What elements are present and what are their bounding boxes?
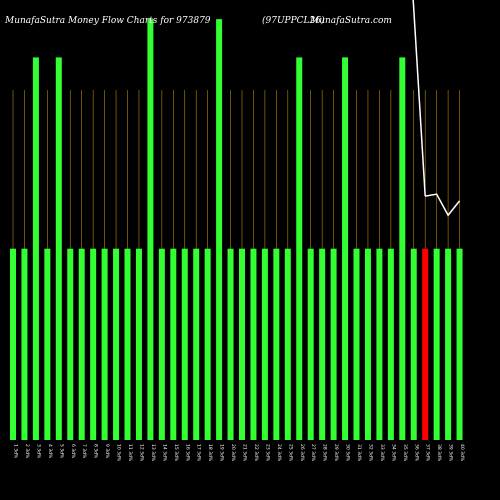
bar [113, 248, 120, 440]
x-tick-label: 26 3d% [299, 444, 305, 462]
bar [193, 248, 200, 440]
bar [78, 248, 85, 440]
bar [364, 248, 371, 440]
x-tick-label: 10 3d% [116, 444, 122, 462]
x-tick-label: 20 3d% [230, 444, 236, 462]
x-tick-labels: 1 3d% 2 3d% 3 3d% 4 3d% 5 3d% 6 3d% 7 3d% 8 3d%… [13, 444, 466, 462]
bar [21, 248, 28, 440]
bar [147, 19, 154, 441]
bar [101, 248, 108, 440]
bar [227, 248, 234, 440]
x-tick-label: 34 3d% [390, 444, 396, 462]
line-series [425, 193, 461, 217]
x-tick-label: 13 3d% [150, 444, 156, 462]
bar [296, 57, 303, 441]
x-tick-label: 9 3d% [104, 444, 110, 459]
x-tick-label: 25 3d% [287, 444, 293, 462]
chart-title: Money Flow Charts for 973879 [67, 16, 211, 26]
x-tick-label: 31 3d% [356, 444, 362, 462]
x-tick-label: 16 3d% [184, 444, 190, 462]
x-tick-label: 8 3d% [93, 444, 99, 459]
bar [239, 248, 245, 440]
x-tick-label: 11 3d% [127, 444, 133, 462]
bar [307, 248, 314, 440]
bars [10, 19, 463, 441]
bar [32, 57, 39, 441]
x-tick-label: 18 3d% [207, 444, 213, 462]
x-tick-label: 21 3d% [242, 444, 248, 462]
x-tick-label: 19 3d% [219, 444, 225, 462]
bar [250, 248, 257, 440]
x-tick-label: 22 3d% [253, 444, 259, 462]
bar [342, 57, 349, 441]
x-tick-label: 2 3d% [24, 444, 30, 459]
bar [124, 248, 131, 440]
site-name: MunafaSutra.com [309, 16, 392, 26]
x-tick-label: 32 3d% [367, 444, 373, 462]
bar [433, 248, 440, 440]
x-tick-label: 39 3d% [448, 444, 454, 462]
bar [158, 248, 165, 440]
x-tick-label: 7 3d% [81, 444, 87, 459]
x-tick-label: 29 3d% [333, 444, 339, 462]
x-tick-label: 28 3d% [322, 444, 328, 462]
bar [44, 248, 51, 440]
bar [456, 248, 463, 440]
brand-title: MunafaSutra [4, 16, 65, 26]
x-tick-label: 1 3d% [13, 444, 19, 459]
x-tick-label: 30 3d% [345, 444, 351, 462]
bar [181, 248, 188, 440]
bar [330, 248, 337, 440]
x-tick-label: 38 3d% [436, 444, 442, 462]
x-tick-label: 40 3d% [459, 444, 465, 462]
chart-symbol: (97UPPCL26) [262, 15, 325, 26]
bar [273, 248, 280, 440]
x-tick-label: 5 3d% [58, 444, 64, 459]
bar [353, 248, 360, 440]
bar [204, 248, 211, 440]
x-tick-label: 36 3d% [413, 444, 419, 462]
line-series-top [412, 0, 426, 197]
x-tick-label: 4 3d% [47, 444, 53, 459]
x-tick-label: 33 3d% [379, 444, 385, 462]
bar [422, 248, 429, 440]
bar [170, 248, 177, 440]
x-tick-label: 3 3d% [35, 444, 41, 459]
x-tick-label: 37 3d% [425, 444, 431, 462]
x-tick-label: 24 3d% [276, 444, 282, 462]
bar [90, 248, 97, 440]
x-tick-label: 17 3d% [196, 444, 202, 462]
x-tick-label: 35 3d% [402, 444, 408, 462]
bar [10, 248, 16, 440]
bar [319, 248, 326, 440]
x-tick-label: 14 3d% [161, 444, 167, 462]
bar [376, 248, 383, 440]
bar [410, 248, 417, 440]
x-tick-label: 15 3d% [173, 444, 179, 462]
bar [261, 248, 268, 440]
x-tick-label: 23 3d% [264, 444, 270, 462]
bar [399, 57, 406, 441]
x-tick-label: 27 3d% [310, 444, 316, 462]
bar [284, 248, 291, 440]
bar [387, 248, 394, 440]
bar [135, 248, 142, 440]
x-tick-label: 6 3d% [70, 444, 76, 459]
x-tick-label: 12 3d% [138, 444, 144, 462]
bar [216, 19, 223, 441]
bar [67, 248, 74, 440]
bar [55, 57, 62, 441]
bar [445, 248, 452, 440]
